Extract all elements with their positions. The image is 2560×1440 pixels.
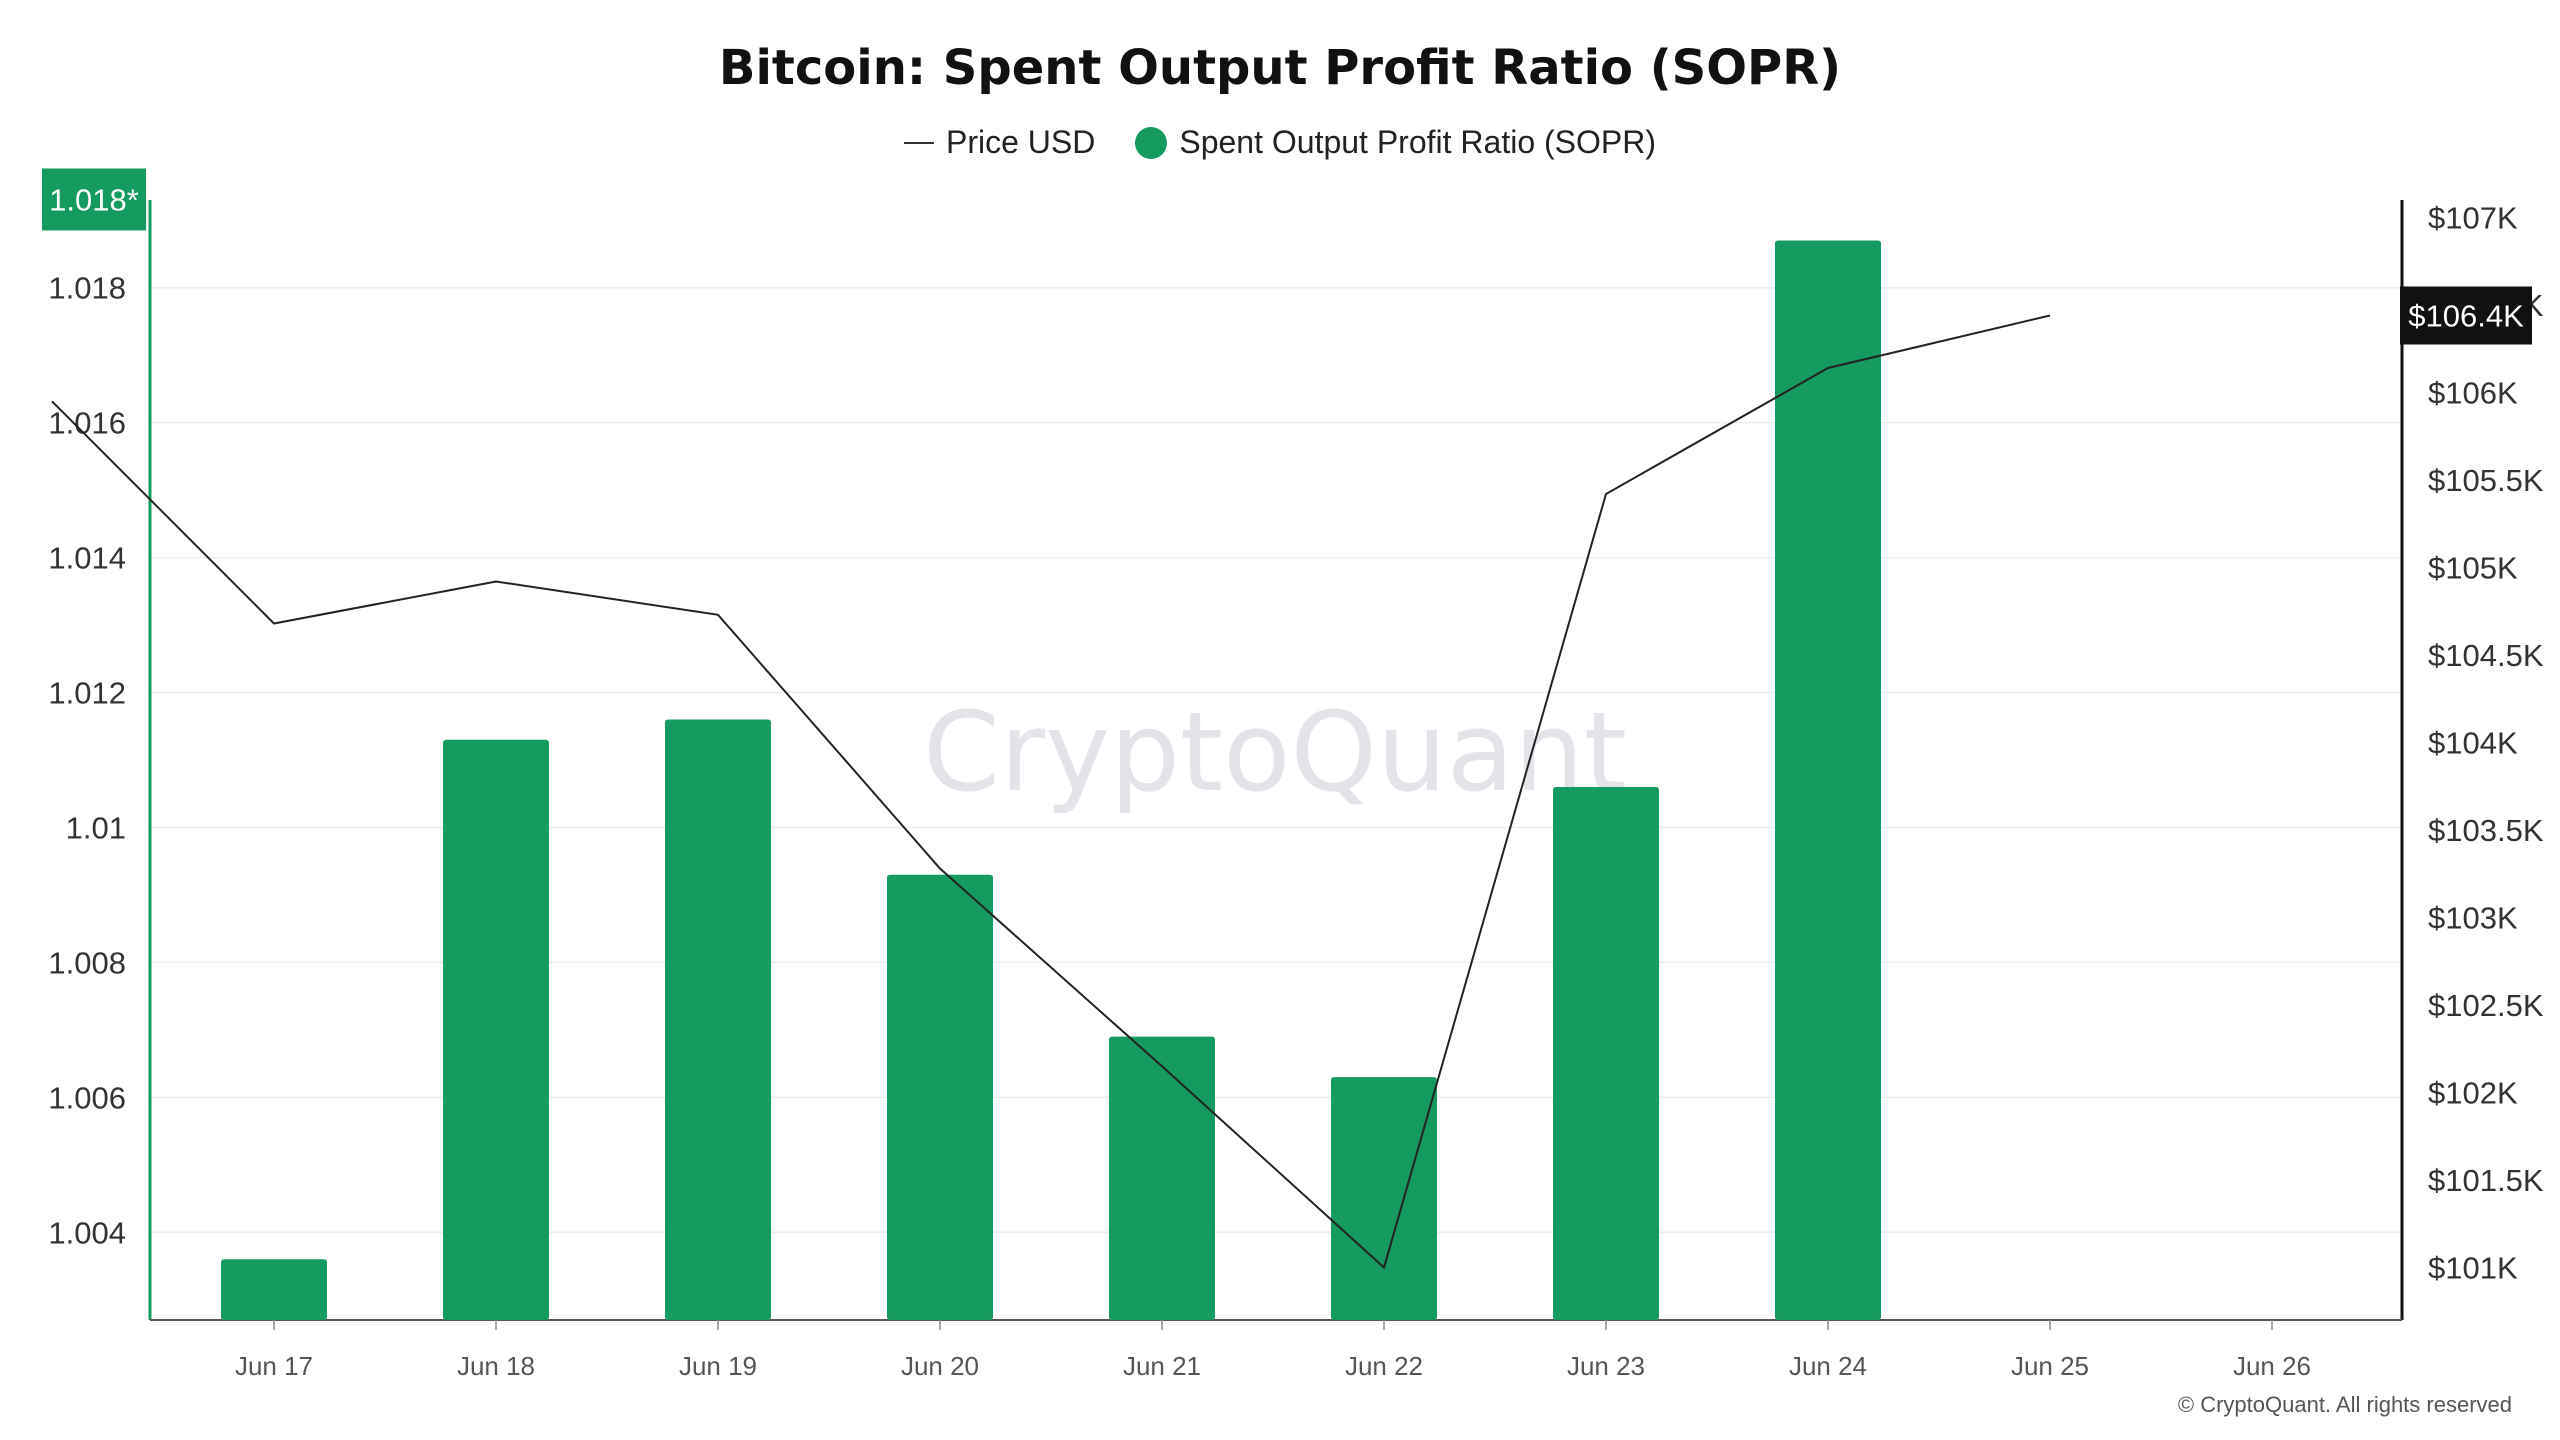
y-left-tick-label: 1.006 [48,1080,126,1115]
x-tick-label: Jun 24 [1789,1351,1867,1381]
y-right-tick-label: $104.5K [2428,638,2544,673]
y-left-tick-label: 1.012 [48,676,126,711]
x-tick-label: Jun 19 [679,1351,757,1381]
x-tick-label: Jun 18 [457,1351,535,1381]
legend-dot-swatch [1135,126,1168,159]
legend-label-sopr: Spent Output Profit Ratio (SOPR) [1179,124,1656,160]
x-tick-label: Jun 17 [235,1351,313,1381]
y-left-tick-label: 1.004 [48,1215,126,1250]
y-right-tick-label: $102.5K [2428,988,2544,1023]
x-tick-label: Jun 20 [901,1351,979,1381]
x-tick-label: Jun 25 [2011,1351,2089,1381]
x-tick-label: Jun 22 [1345,1351,1423,1381]
current-sopr-label: 1.018* [49,182,139,217]
sopr-bar-jun-23 [1553,786,1659,1320]
current-price-tag [2400,286,2532,345]
sopr-bar-jun-21 [1109,1036,1215,1320]
legend-label-price: Price USD [946,124,1096,160]
y-right-tick-label: $102K [2428,1076,2518,1111]
current-sopr-tag [42,168,146,231]
legend-item-price[interactable]: Price USD [904,124,1095,161]
copyright-notice: © CryptoQuant. All rights reserved [2177,1392,2512,1417]
y-right-tick-label: $107K [2428,201,2518,236]
y-right-tick-label: $105K [2428,551,2518,586]
current-price-label: $106.4K [2408,299,2524,334]
y-right-tick-label: $101.5K [2428,1163,2544,1198]
chart-title: Bitcoin: Spent Output Profit Ratio (SOPR… [718,40,1842,96]
legend-line-swatch [904,141,934,144]
y-right-tick-label: $101K [2428,1251,2518,1286]
sopr-bar-jun-22 [1331,1077,1437,1320]
sopr-bar-jun-19 [665,719,771,1320]
legend: Price USD Spent Output Profit Ratio (SOP… [0,124,2560,161]
sopr-bar-jun-24 [1775,240,1881,1320]
y-right-tick-label: $106K [2428,376,2518,411]
x-tick-label: Jun 21 [1123,1351,1201,1381]
watermark-text: CryptoQuant [923,688,1627,816]
legend-item-sopr[interactable]: Spent Output Profit Ratio (SOPR) [1135,124,1656,161]
y-left-tick-label: 1.008 [48,945,126,980]
y-right-tick-label: $104K [2428,726,2518,761]
y-right-tick-label: $105.5K [2428,463,2544,498]
y-right-tick-label: $103K [2428,901,2518,936]
y-left-tick-label: 1.01 [66,810,126,845]
sopr-bar-jun-17 [221,1259,327,1320]
y-left-tick-label: 1.018 [48,271,126,306]
x-tick-label: Jun 23 [1567,1351,1645,1381]
x-tick-label: Jun 26 [2233,1351,2311,1381]
y-left-tick-label: 1.014 [48,541,126,576]
price-usd-line [51,314,2051,1270]
sopr-bar-jun-18 [443,739,549,1320]
y-right-tick-label: $103.5K [2428,813,2544,848]
sopr-bar-jun-20 [887,874,993,1320]
